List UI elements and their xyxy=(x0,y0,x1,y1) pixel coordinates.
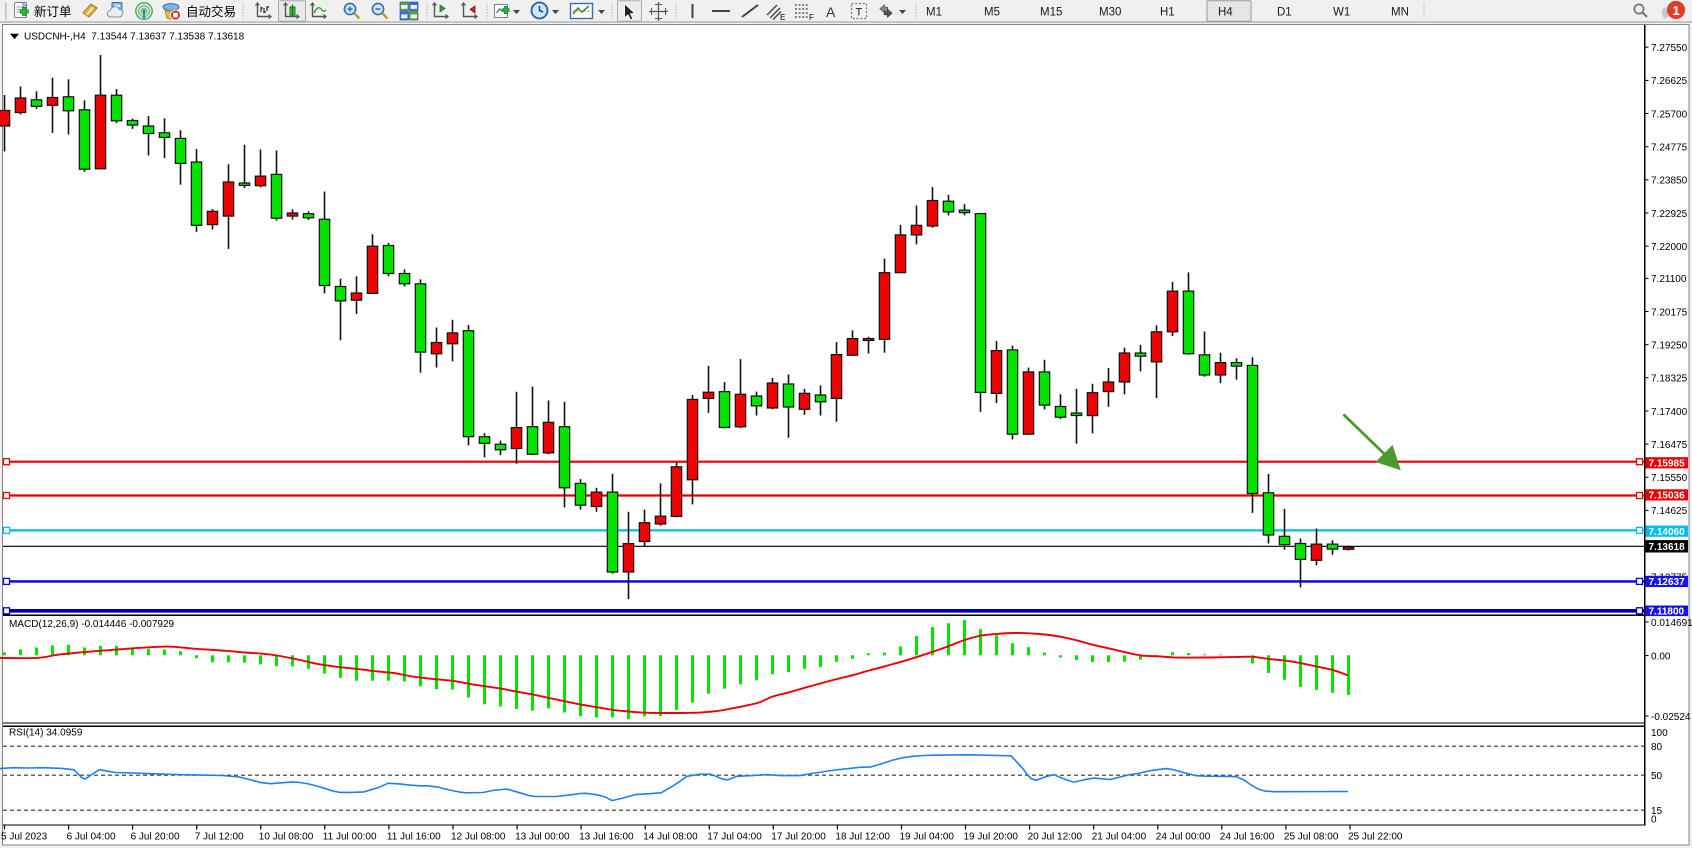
svg-text:自动交易: 自动交易 xyxy=(186,4,236,19)
svg-text:新订单: 新订单 xyxy=(34,4,72,19)
svg-text:12 Jul 08:00: 12 Jul 08:00 xyxy=(451,832,506,843)
svg-text:19 Jul 20:00: 19 Jul 20:00 xyxy=(964,832,1019,843)
svg-text:17 Jul 20:00: 17 Jul 20:00 xyxy=(771,832,826,843)
svg-text:M30: M30 xyxy=(1099,7,1121,19)
svg-text:7.21100: 7.21100 xyxy=(1651,274,1687,285)
svg-text:7.20175: 7.20175 xyxy=(1651,307,1688,318)
svg-text:7.15985: 7.15985 xyxy=(1649,459,1686,470)
svg-text:RSI(14) 34.0959: RSI(14) 34.0959 xyxy=(9,728,83,739)
svg-text:18 Jul 12:00: 18 Jul 12:00 xyxy=(835,832,890,843)
svg-text:25 Jul 22:00: 25 Jul 22:00 xyxy=(1348,832,1403,843)
svg-text:24 Jul 16:00: 24 Jul 16:00 xyxy=(1220,832,1275,843)
svg-text:24 Jul 00:00: 24 Jul 00:00 xyxy=(1156,832,1211,843)
svg-text:F: F xyxy=(809,13,814,22)
svg-text:50: 50 xyxy=(1651,771,1663,782)
svg-text:MN: MN xyxy=(1391,7,1409,19)
svg-text:7.25700: 7.25700 xyxy=(1651,109,1688,120)
svg-text:7.14060: 7.14060 xyxy=(1649,527,1686,538)
svg-text:5 Jul 2023: 5 Jul 2023 xyxy=(1,832,48,843)
svg-text:MACD(12,26,9) -0.014446 -0.007: MACD(12,26,9) -0.014446 -0.007929 xyxy=(9,619,175,630)
svg-text:0: 0 xyxy=(1651,815,1657,826)
svg-text:M15: M15 xyxy=(1040,7,1062,19)
svg-text:20 Jul 12:00: 20 Jul 12:00 xyxy=(1028,832,1083,843)
svg-text:11 Jul 00:00: 11 Jul 00:00 xyxy=(323,832,377,843)
svg-text:21 Jul 04:00: 21 Jul 04:00 xyxy=(1092,832,1147,843)
svg-text:-0.02524: -0.02524 xyxy=(1651,712,1691,723)
svg-text:7 Jul 12:00: 7 Jul 12:00 xyxy=(195,832,244,843)
svg-text:USDCNH-,H4 7.13544 7.13637 7.: USDCNH-,H4 7.13544 7.13637 7.13538 7.136… xyxy=(24,32,245,43)
svg-text:7.22000: 7.22000 xyxy=(1651,242,1688,253)
svg-text:7.17400: 7.17400 xyxy=(1651,407,1688,418)
svg-text:T: T xyxy=(856,7,863,19)
svg-text:7.27550: 7.27550 xyxy=(1651,43,1688,54)
svg-text:H1: H1 xyxy=(1160,7,1175,19)
svg-text:13 Jul 16:00: 13 Jul 16:00 xyxy=(579,832,634,843)
svg-text:6 Jul 20:00: 6 Jul 20:00 xyxy=(131,832,180,843)
svg-text:25 Jul 08:00: 25 Jul 08:00 xyxy=(1284,832,1339,843)
svg-text:11 Jul 16:00: 11 Jul 16:00 xyxy=(387,832,441,843)
svg-text:7.23850: 7.23850 xyxy=(1651,176,1688,187)
svg-text:7.19250: 7.19250 xyxy=(1651,341,1688,352)
svg-text:H4: H4 xyxy=(1218,7,1233,19)
svg-text:0.014691: 0.014691 xyxy=(1651,618,1692,629)
svg-text:19 Jul 04:00: 19 Jul 04:00 xyxy=(900,832,955,843)
svg-text:6 Jul 04:00: 6 Jul 04:00 xyxy=(67,832,116,843)
svg-text:100: 100 xyxy=(1651,728,1668,739)
svg-text:7.15036: 7.15036 xyxy=(1649,491,1686,502)
svg-text:15: 15 xyxy=(1651,806,1663,817)
svg-text:7.18325: 7.18325 xyxy=(1651,374,1688,385)
svg-text:D1: D1 xyxy=(1277,7,1292,19)
svg-text:7.24775: 7.24775 xyxy=(1651,143,1688,154)
svg-text:17 Jul 04:00: 17 Jul 04:00 xyxy=(707,832,762,843)
svg-text:7.12637: 7.12637 xyxy=(1649,577,1686,588)
svg-text:A: A xyxy=(826,4,836,20)
svg-text:14 Jul 08:00: 14 Jul 08:00 xyxy=(643,832,698,843)
svg-text:10 Jul 08:00: 10 Jul 08:00 xyxy=(259,832,314,843)
svg-text:80: 80 xyxy=(1651,742,1663,753)
svg-text:0.00: 0.00 xyxy=(1651,651,1671,662)
svg-text:13 Jul 00:00: 13 Jul 00:00 xyxy=(515,832,570,843)
svg-text:7.16475: 7.16475 xyxy=(1651,440,1688,451)
svg-text:E: E xyxy=(780,13,785,22)
svg-text:7.13618: 7.13618 xyxy=(1649,542,1686,553)
svg-text:7.26625: 7.26625 xyxy=(1651,76,1688,87)
svg-text:7.15550: 7.15550 xyxy=(1651,473,1688,484)
svg-text:7.14625: 7.14625 xyxy=(1651,506,1688,517)
svg-text:7.22925: 7.22925 xyxy=(1651,209,1688,220)
svg-text:M1: M1 xyxy=(926,7,942,19)
svg-text:1: 1 xyxy=(1673,3,1680,18)
svg-text:M5: M5 xyxy=(984,7,1000,19)
svg-text:W1: W1 xyxy=(1333,7,1350,19)
svg-text:7.11800: 7.11800 xyxy=(1649,607,1685,618)
